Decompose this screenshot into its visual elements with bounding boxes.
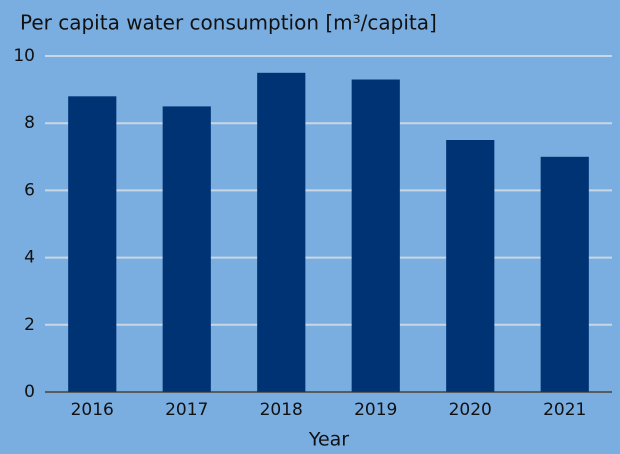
bar [68, 96, 117, 392]
bar [540, 156, 589, 392]
bar [351, 79, 400, 393]
x-tick-label: 2018 [260, 400, 303, 420]
y-tick-label: 2 [24, 315, 35, 335]
x-tick-label: 2017 [165, 400, 208, 420]
bar [446, 140, 495, 392]
bar [162, 106, 211, 393]
bar [257, 72, 306, 393]
y-tick-label: 10 [13, 46, 35, 66]
y-tick-label: 8 [24, 113, 35, 133]
x-tick-label: 2020 [449, 400, 492, 420]
x-axis-label: Year [308, 429, 349, 451]
y-tick-label: 6 [24, 180, 35, 200]
y-tick-label: 0 [24, 382, 35, 402]
x-tick-label: 2016 [71, 400, 114, 420]
x-tick-label: 2019 [354, 400, 397, 420]
x-tick-label: 2021 [543, 400, 586, 420]
y-tick-label: 4 [24, 248, 35, 268]
chart-title: Per capita water consumption [m³/capita] [20, 11, 437, 35]
